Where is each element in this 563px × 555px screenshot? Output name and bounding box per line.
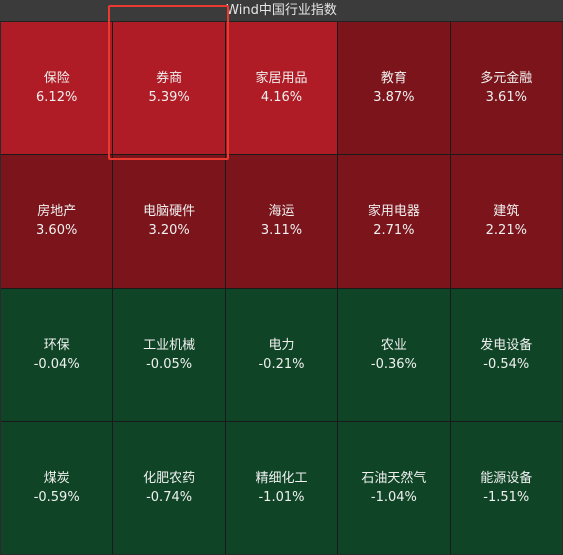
industry-tile[interactable]: 石油天然气 -1.04% (338, 421, 450, 554)
industry-name: 精细化工 (255, 470, 308, 486)
industry-name: 多元金融 (480, 71, 533, 87)
industry-tile[interactable]: 环保 -0.04% (1, 288, 113, 421)
industry-name: 煤炭 (43, 470, 70, 486)
industry-change-pct: -0.04% (33, 356, 80, 372)
industry-tile[interactable]: 教育 3.87% (338, 22, 450, 155)
industry-name: 工业机械 (143, 337, 196, 353)
industry-name: 化肥农药 (143, 470, 196, 486)
industry-tile[interactable]: 化肥农药 -0.74% (113, 421, 225, 554)
industry-tile[interactable]: 能源设备 -1.51% (450, 421, 562, 554)
industry-tile[interactable]: 家用电器 2.71% (338, 155, 450, 288)
industry-change-pct: 3.11% (260, 223, 303, 239)
industry-change-pct: 3.61% (485, 90, 527, 106)
industry-name: 教育 (380, 71, 407, 87)
industry-tile[interactable]: 保险 6.12% (1, 22, 113, 155)
industry-change-pct: 2.71% (373, 223, 415, 239)
industry-name: 电脑硬件 (143, 204, 196, 220)
industry-change-pct: -0.05% (146, 356, 193, 372)
industry-tile[interactable]: 精细化工 -1.01% (225, 421, 338, 554)
industry-tile[interactable]: 电力 -0.21% (225, 288, 338, 421)
industry-change-pct: -1.51% (483, 489, 530, 505)
industry-name: 环保 (43, 337, 70, 353)
industry-change-pct: -0.74% (146, 489, 193, 505)
industry-change-pct: 5.39% (148, 90, 190, 106)
industry-tile[interactable]: 工业机械 -0.05% (113, 288, 225, 421)
industry-change-pct: -1.01% (258, 489, 305, 505)
industry-tile[interactable]: 券商 5.39% (113, 22, 225, 155)
industry-name: 电力 (268, 337, 295, 353)
industry-tile[interactable]: 煤炭 -0.59% (1, 421, 113, 554)
industry-name: 保险 (43, 71, 70, 87)
industry-heatmap-grid: 保险 6.12% 券商 5.39% 家居用品 4.16% 教育 3.87% 多元金融 3.61% 房… (1, 22, 562, 554)
industry-change-pct: 3.60% (36, 223, 78, 239)
industry-name: 农业 (380, 337, 407, 353)
industry-change-pct: 4.16% (260, 90, 303, 106)
industry-name: 建筑 (493, 204, 520, 220)
industry-tile[interactable]: 家居用品 4.16% (225, 22, 338, 155)
industry-name: 家居用品 (255, 71, 308, 87)
industry-change-pct: -0.59% (33, 489, 80, 505)
industry-change-pct: -0.54% (483, 356, 530, 372)
industry-name: 家用电器 (367, 204, 420, 220)
industry-name: 能源设备 (480, 470, 533, 486)
industry-tile[interactable]: 电脑硬件 3.20% (113, 155, 225, 288)
industry-name: 发电设备 (480, 337, 533, 353)
industry-name: 房地产 (37, 204, 77, 220)
industry-tile[interactable]: 农业 -0.36% (338, 288, 450, 421)
industry-change-pct: -0.21% (258, 356, 305, 372)
industry-tile[interactable]: 房地产 3.60% (1, 155, 113, 288)
industry-change-pct: 3.87% (373, 90, 415, 106)
industry-tile[interactable]: 多元金融 3.61% (450, 22, 562, 155)
industry-change-pct: 3.20% (148, 223, 190, 239)
industry-tile[interactable]: 发电设备 -0.54% (450, 288, 562, 421)
industry-change-pct: -0.36% (370, 356, 417, 372)
industry-name: 券商 (156, 71, 183, 87)
industry-name: 石油天然气 (361, 470, 427, 486)
industry-tile[interactable]: 建筑 2.21% (450, 155, 562, 288)
industry-change-pct: -1.04% (370, 489, 417, 505)
industry-change-pct: 2.21% (485, 223, 527, 239)
window-title: Wind中国行业指数 (0, 0, 563, 22)
industry-tile[interactable]: 海运 3.11% (225, 155, 338, 288)
industry-name: 海运 (268, 204, 295, 220)
industry-change-pct: 6.12% (36, 90, 78, 106)
